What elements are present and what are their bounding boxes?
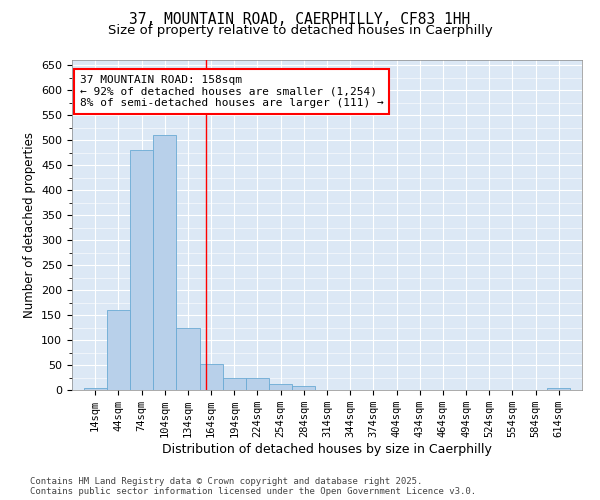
Bar xyxy=(223,378,246,390)
X-axis label: Distribution of detached houses by size in Caerphilly: Distribution of detached houses by size … xyxy=(162,443,492,456)
Bar xyxy=(246,378,269,390)
Bar xyxy=(547,388,571,390)
Bar xyxy=(269,384,292,390)
Text: 37 MOUNTAIN ROAD: 158sqm
← 92% of detached houses are smaller (1,254)
8% of semi: 37 MOUNTAIN ROAD: 158sqm ← 92% of detach… xyxy=(80,75,383,108)
Bar xyxy=(199,364,223,390)
Bar xyxy=(292,386,316,390)
Y-axis label: Number of detached properties: Number of detached properties xyxy=(23,132,35,318)
Bar xyxy=(107,310,130,390)
Bar xyxy=(130,150,153,390)
Text: Size of property relative to detached houses in Caerphilly: Size of property relative to detached ho… xyxy=(107,24,493,37)
Text: Contains HM Land Registry data © Crown copyright and database right 2025.
Contai: Contains HM Land Registry data © Crown c… xyxy=(30,476,476,496)
Bar xyxy=(176,328,199,390)
Bar xyxy=(83,388,107,390)
Text: 37, MOUNTAIN ROAD, CAERPHILLY, CF83 1HH: 37, MOUNTAIN ROAD, CAERPHILLY, CF83 1HH xyxy=(130,12,470,28)
Bar xyxy=(153,135,176,390)
